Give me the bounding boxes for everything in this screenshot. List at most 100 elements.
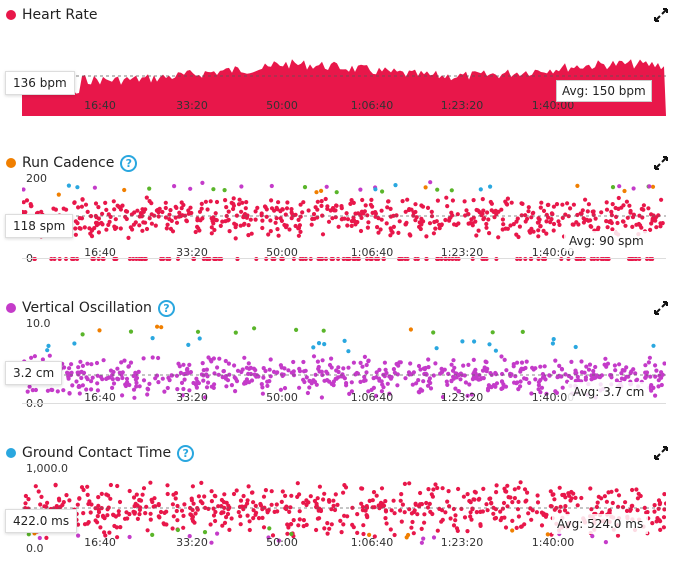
expand-icon[interactable] bbox=[654, 156, 668, 170]
data-point bbox=[509, 200, 514, 205]
data-point bbox=[493, 208, 498, 213]
data-point bbox=[478, 187, 483, 192]
data-point bbox=[193, 229, 198, 235]
help-icon[interactable]: ? bbox=[120, 154, 138, 172]
data-point bbox=[327, 526, 332, 531]
data-point bbox=[383, 508, 388, 513]
data-point bbox=[227, 372, 232, 377]
data-point bbox=[347, 391, 352, 396]
data-point bbox=[170, 229, 176, 234]
data-point bbox=[231, 491, 237, 497]
data-point bbox=[516, 485, 521, 490]
data-point bbox=[259, 211, 264, 216]
data-point bbox=[74, 379, 79, 384]
data-point bbox=[654, 225, 659, 230]
help-icon[interactable]: ? bbox=[157, 299, 175, 317]
data-point bbox=[78, 359, 83, 364]
data-point bbox=[160, 209, 165, 215]
data-point bbox=[621, 203, 626, 208]
data-point bbox=[557, 363, 562, 368]
data-point bbox=[100, 211, 105, 216]
data-point bbox=[326, 219, 332, 224]
data-point bbox=[168, 208, 173, 213]
data-point bbox=[424, 234, 429, 239]
data-point bbox=[437, 226, 442, 231]
data-point bbox=[313, 372, 318, 377]
data-point bbox=[557, 485, 562, 490]
data-point bbox=[265, 379, 270, 384]
data-point bbox=[209, 499, 214, 504]
data-point bbox=[556, 219, 561, 224]
data-point bbox=[499, 354, 504, 359]
data-point bbox=[253, 217, 258, 222]
data-point bbox=[590, 534, 595, 539]
data-point bbox=[591, 209, 596, 214]
data-point bbox=[421, 379, 426, 384]
data-point bbox=[308, 494, 313, 499]
data-point bbox=[263, 368, 268, 374]
data-point bbox=[205, 207, 210, 212]
data-point bbox=[61, 206, 66, 211]
data-point bbox=[192, 520, 197, 525]
data-point bbox=[284, 206, 290, 211]
data-point bbox=[614, 488, 619, 493]
data-point bbox=[533, 377, 538, 382]
data-point bbox=[620, 505, 626, 510]
data-point bbox=[439, 519, 444, 524]
data-point bbox=[187, 388, 192, 393]
data-point bbox=[501, 222, 506, 227]
data-point bbox=[586, 202, 592, 207]
data-point bbox=[445, 499, 450, 504]
data-point bbox=[365, 225, 370, 230]
data-point bbox=[461, 363, 466, 368]
data-point bbox=[234, 213, 239, 218]
expand-icon[interactable] bbox=[654, 446, 668, 460]
data-point bbox=[616, 493, 622, 498]
data-point bbox=[510, 528, 515, 533]
data-point bbox=[170, 526, 175, 531]
data-point bbox=[51, 206, 56, 211]
data-point bbox=[147, 199, 152, 204]
data-point bbox=[174, 373, 179, 378]
data-point bbox=[86, 501, 91, 507]
data-point bbox=[474, 233, 479, 238]
data-point bbox=[288, 522, 293, 527]
data-point bbox=[253, 512, 258, 517]
data-point bbox=[411, 531, 416, 536]
data-point bbox=[119, 360, 124, 365]
data-point bbox=[653, 374, 658, 379]
current-value-box: 136 bpm bbox=[5, 71, 75, 95]
data-point bbox=[159, 325, 164, 330]
data-point bbox=[485, 388, 491, 393]
data-point bbox=[604, 219, 609, 224]
data-point bbox=[79, 216, 85, 221]
data-point bbox=[502, 515, 507, 520]
data-point bbox=[660, 221, 665, 226]
data-point bbox=[575, 503, 580, 508]
data-point bbox=[500, 386, 505, 391]
data-point bbox=[39, 209, 44, 214]
data-point bbox=[414, 381, 419, 386]
data-point bbox=[336, 375, 341, 380]
data-point bbox=[289, 207, 294, 212]
data-point bbox=[500, 227, 505, 232]
data-point bbox=[374, 393, 379, 398]
data-point bbox=[653, 363, 658, 368]
data-point bbox=[650, 184, 656, 189]
expand-icon[interactable] bbox=[654, 8, 668, 22]
data-point bbox=[289, 216, 294, 221]
data-point bbox=[651, 213, 656, 218]
data-point bbox=[353, 220, 359, 225]
expand-icon[interactable] bbox=[654, 301, 668, 315]
data-point bbox=[516, 499, 521, 504]
data-point bbox=[521, 366, 526, 372]
data-point bbox=[107, 530, 112, 535]
data-point bbox=[291, 359, 296, 365]
x-tick: 1:06:40 bbox=[350, 391, 394, 404]
data-point bbox=[325, 521, 330, 526]
current-value-box: 118 spm bbox=[5, 214, 74, 238]
help-icon[interactable]: ? bbox=[177, 444, 195, 462]
data-point bbox=[133, 372, 139, 377]
data-point bbox=[373, 214, 378, 219]
data-point bbox=[418, 387, 423, 392]
